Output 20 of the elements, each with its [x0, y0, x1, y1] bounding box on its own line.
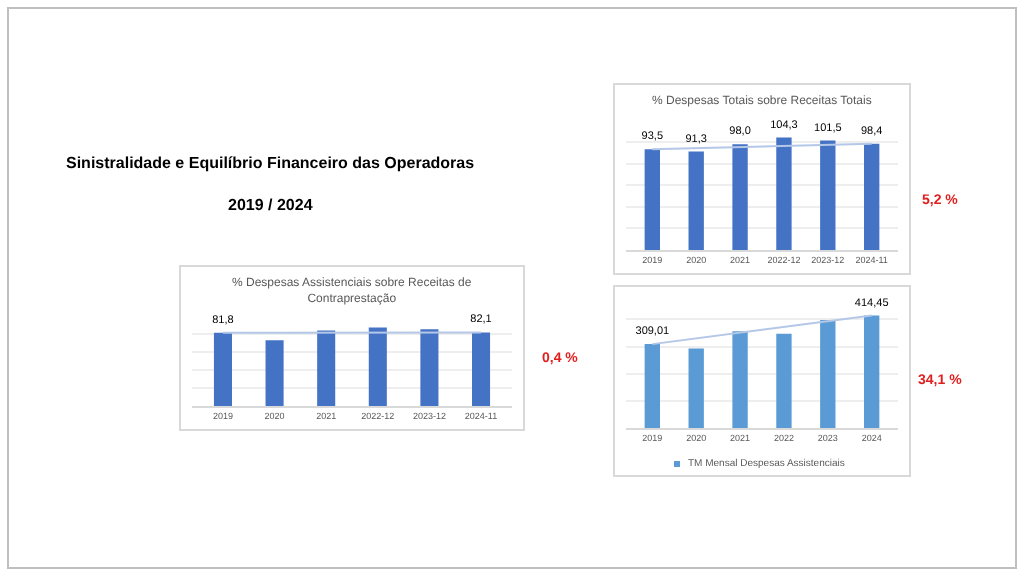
bar — [820, 140, 836, 250]
text: 2019 / 2024 — [228, 196, 314, 214]
bar — [776, 137, 792, 250]
bar — [820, 319, 836, 428]
bar — [420, 329, 439, 406]
bar — [688, 348, 704, 428]
bar — [732, 331, 748, 428]
bar — [317, 330, 336, 406]
bar — [864, 315, 880, 428]
text: Sinistralidade e Equilíbrio Financeiro das Operadoras — [66, 154, 476, 172]
bar — [472, 332, 491, 406]
bar — [368, 327, 387, 406]
bar — [644, 149, 660, 250]
bar — [864, 143, 880, 250]
bar — [688, 151, 704, 250]
bar — [776, 333, 792, 428]
bar — [265, 340, 284, 406]
bar — [213, 332, 232, 406]
bar — [732, 144, 748, 250]
bar — [644, 344, 660, 428]
